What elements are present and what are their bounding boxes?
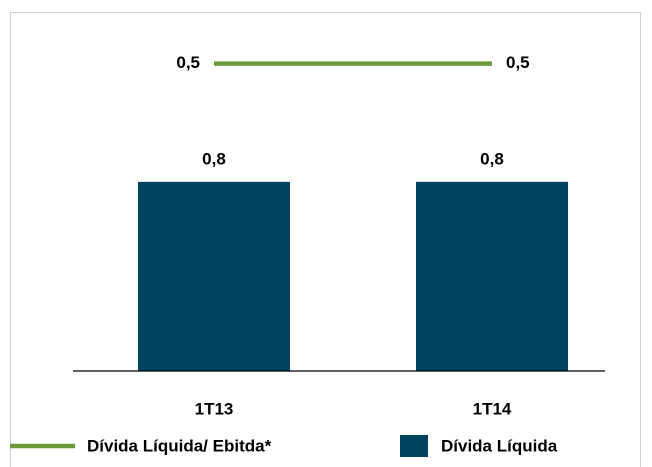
- data-label: 0,5: [506, 53, 530, 72]
- data-label: 0,5: [176, 53, 200, 72]
- chart-frame: [10, 12, 641, 467]
- legend-label: Dívida Líquida: [441, 436, 558, 455]
- data-label: 0,8: [202, 149, 226, 168]
- bar: [416, 181, 568, 371]
- x-tick-label: 1T14: [473, 399, 512, 418]
- data-label: 0,8: [480, 149, 504, 168]
- legend-label: Dívida Líquida/ Ebitda*: [87, 436, 272, 455]
- bar: [138, 181, 290, 371]
- legend-swatch: [400, 435, 428, 457]
- x-tick-label: 1T13: [195, 399, 234, 418]
